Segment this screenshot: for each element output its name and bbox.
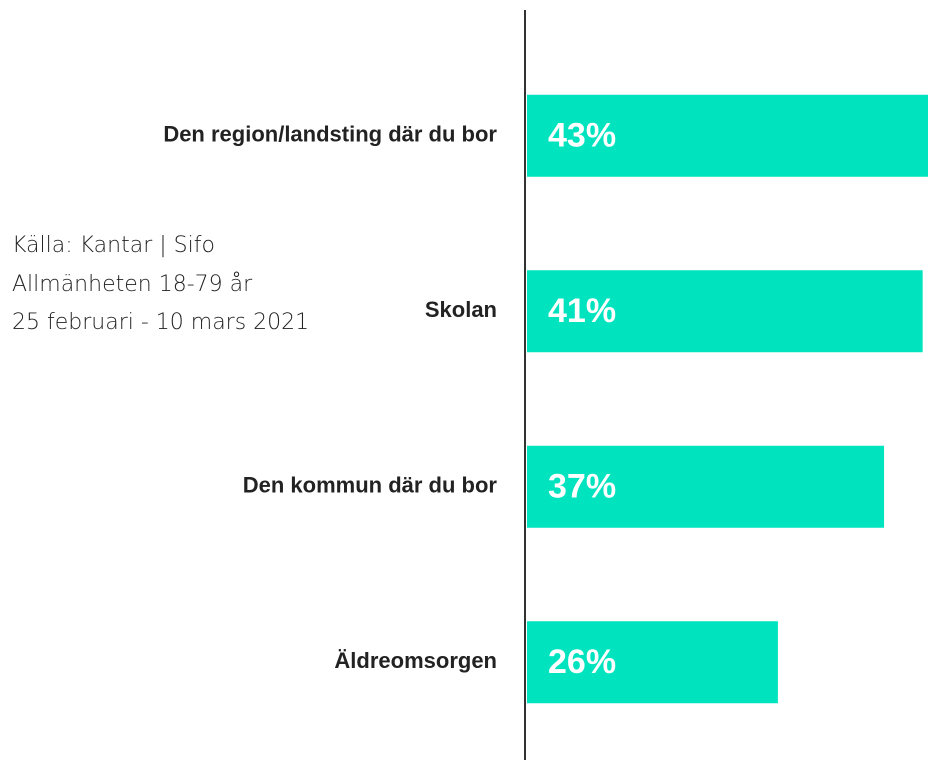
bar <box>527 270 923 353</box>
value-label: 37% <box>548 468 616 506</box>
bar <box>527 445 885 528</box>
source-line: Allmänheten 18-79 år <box>12 272 253 297</box>
category-label: Den region/landsting där du bor <box>163 122 497 147</box>
value-label: 41% <box>548 292 616 330</box>
source-line: 25 februari - 10 mars 2021 <box>12 310 309 335</box>
bar <box>527 94 928 177</box>
value-label: 43% <box>548 117 616 155</box>
value-label: 26% <box>548 643 616 681</box>
bar <box>527 621 778 704</box>
category-label: Äldreomsorgen <box>334 648 497 673</box>
category-label: Den kommun där du bor <box>243 473 498 498</box>
category-label: Skolan <box>425 297 497 322</box>
source-line: Källa: Kantar | Sifo <box>12 233 215 258</box>
